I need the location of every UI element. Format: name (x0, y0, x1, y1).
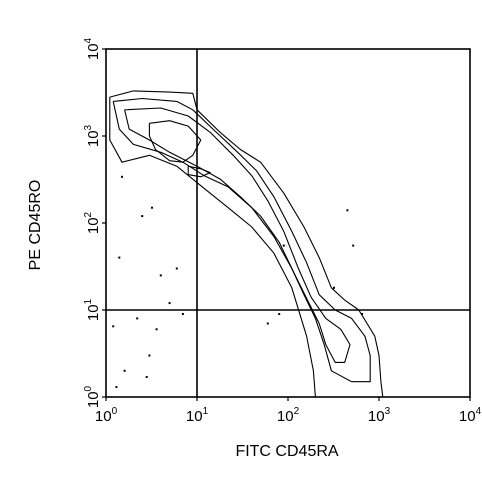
x-axis-label: FITC CD45RA (235, 443, 338, 460)
event-point (123, 369, 126, 372)
event-point (136, 317, 139, 320)
contours-layer (109, 90, 384, 398)
event-point (115, 386, 118, 389)
event-point (118, 256, 121, 259)
event-point (181, 313, 184, 315)
y-axis-label: PE CD45RO (27, 180, 44, 271)
event-point (155, 328, 158, 331)
x-tick-label: 102 (277, 406, 300, 425)
y-tick-label: 104 (83, 37, 102, 60)
event-point (361, 313, 363, 315)
y-tick-label: 100 (83, 385, 102, 408)
event-point (266, 322, 269, 325)
y-axis-ticks: 100 101 102 103 104 (83, 37, 106, 408)
contour-level-4 (148, 120, 202, 163)
x-tick-label: 103 (368, 406, 391, 425)
event-point (346, 209, 349, 212)
event-point (175, 267, 178, 270)
event-point (278, 313, 281, 315)
event-point (333, 286, 335, 289)
y-tick-label: 102 (83, 211, 102, 234)
event-point (121, 175, 123, 178)
contour-level-3 (124, 107, 351, 363)
event-point (141, 215, 144, 218)
event-point (352, 244, 355, 247)
event-point (151, 206, 153, 209)
event-point (168, 302, 171, 305)
event-point (112, 325, 115, 328)
x-tick-label: 100 (95, 406, 118, 425)
quadrant-gates (106, 49, 470, 397)
contour-level-5 (187, 165, 211, 178)
event-point (145, 376, 148, 378)
y-tick-label: 101 (83, 298, 102, 321)
x-tick-label: 101 (186, 406, 209, 425)
x-tick-label: 104 (459, 406, 482, 425)
contour-level-1 (109, 90, 384, 398)
y-tick-label: 103 (83, 124, 102, 147)
event-point (282, 244, 285, 247)
x-axis-ticks: 100 101 102 103 104 (95, 397, 482, 425)
event-point (159, 274, 162, 277)
scatter-layer (112, 175, 363, 389)
event-point (148, 354, 151, 357)
